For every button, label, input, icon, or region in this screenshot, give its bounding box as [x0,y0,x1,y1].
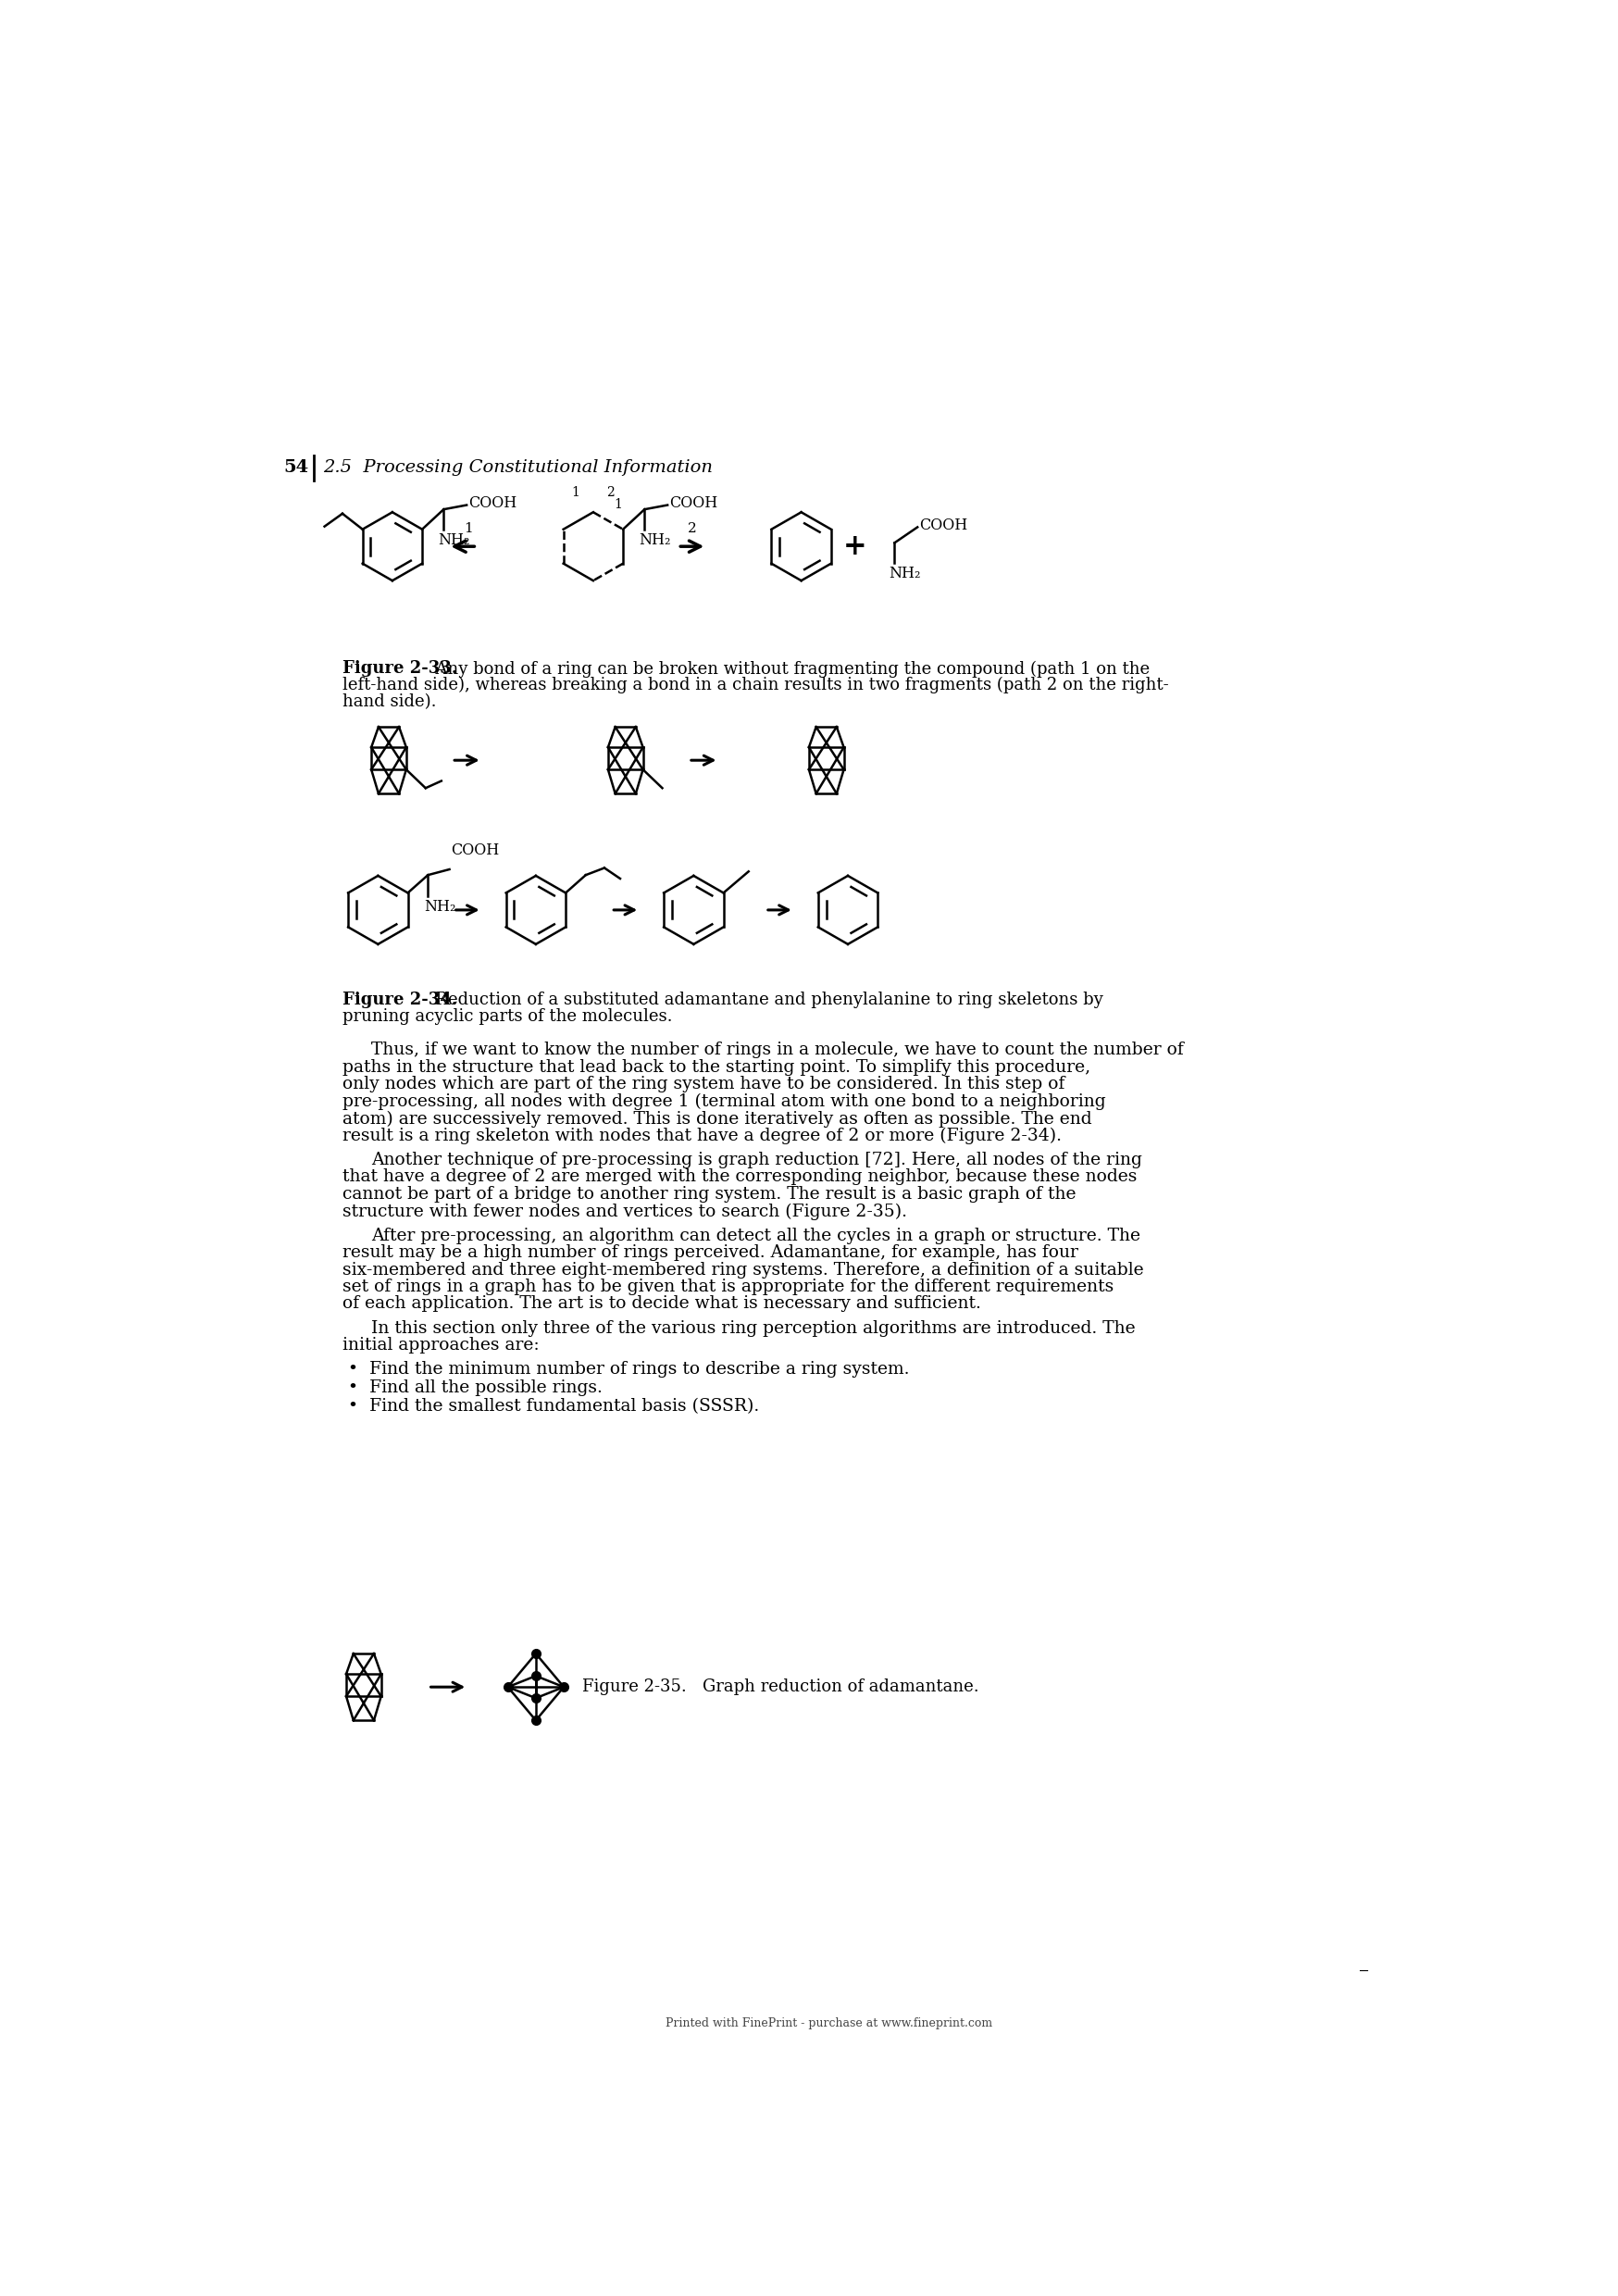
Text: NH₂: NH₂ [424,900,456,916]
Text: 2.5  Processing Constitutional Information: 2.5 Processing Constitutional Informatio… [322,459,712,475]
Text: 2: 2 [688,521,697,535]
Text: COOH: COOH [670,496,718,512]
Text: that have a degree of 2 are merged with the corresponding neighbor, because thes: that have a degree of 2 are merged with … [341,1169,1137,1185]
Text: Another technique of pre-processing is graph reduction [72]. Here, all nodes of : Another technique of pre-processing is g… [371,1153,1142,1169]
Text: •  Find the minimum number of rings to describe a ring system.: • Find the minimum number of rings to de… [348,1362,909,1378]
Text: set of rings in a graph has to be given that is appropriate for the different re: set of rings in a graph has to be given … [341,1279,1113,1295]
Text: •  Find the smallest fundamental basis (SSSR).: • Find the smallest fundamental basis (S… [348,1398,759,1414]
Text: cannot be part of a bridge to another ring system. The result is a basic graph o: cannot be part of a bridge to another ri… [341,1185,1076,1203]
Text: –: – [1359,1963,1369,1981]
Text: 2: 2 [607,487,615,498]
Text: +: + [843,533,867,560]
Text: only nodes which are part of the ring system have to be considered. In this step: only nodes which are part of the ring sy… [341,1077,1065,1093]
Text: pruning acyclic parts of the molecules.: pruning acyclic parts of the molecules. [341,1008,671,1024]
Text: In this section only three of the various ring perception algorithms are introdu: In this section only three of the variou… [371,1320,1136,1336]
Text: Printed with FinePrint - purchase at www.fineprint.com: Printed with FinePrint - purchase at www… [665,2018,993,2030]
Text: Any bond of a ring can be broken without fragmenting the compound (path 1 on the: Any bond of a ring can be broken without… [424,661,1149,677]
Text: Figure 2-35.   Graph reduction of adamantane.: Figure 2-35. Graph reduction of adamanta… [582,1678,979,1694]
Text: COOH: COOH [451,843,500,859]
Text: Thus, if we want to know the number of rings in a molecule, we have to count the: Thus, if we want to know the number of r… [371,1042,1183,1058]
Text: NH₂: NH₂ [438,533,469,549]
Text: 1: 1 [464,521,472,535]
Text: 54: 54 [283,459,309,475]
Text: COOH: COOH [919,519,968,533]
Text: COOH: COOH [469,496,518,512]
Text: result may be a high number of rings perceived. Adamantane, for example, has fou: result may be a high number of rings per… [341,1244,1078,1261]
Text: 1: 1 [571,487,579,498]
Text: Figure 2-34.: Figure 2-34. [341,992,456,1008]
Text: Figure 2-33.: Figure 2-33. [341,661,456,677]
Text: 1: 1 [613,498,621,510]
Text: result is a ring skeleton with nodes that have a degree of 2 or more (Figure 2-3: result is a ring skeleton with nodes tha… [341,1127,1061,1143]
Text: NH₂: NH₂ [888,565,921,581]
Text: paths in the structure that lead back to the starting point. To simplify this pr: paths in the structure that lead back to… [341,1058,1091,1075]
Text: initial approaches are:: initial approaches are: [341,1336,539,1355]
Text: six-membered and three eight-membered ring systems. Therefore, a definition of a: six-membered and three eight-membered ri… [341,1261,1144,1279]
Text: pre-processing, all nodes with degree 1 (terminal atom with one bond to a neighb: pre-processing, all nodes with degree 1 … [341,1093,1105,1109]
Text: Reduction of a substituted adamantane and phenylalanine to ring skeletons by: Reduction of a substituted adamantane an… [424,992,1103,1008]
Text: After pre-processing, an algorithm can detect all the cycles in a graph or struc: After pre-processing, an algorithm can d… [371,1226,1141,1244]
Text: •  Find all the possible rings.: • Find all the possible rings. [348,1380,602,1396]
Text: structure with fewer nodes and vertices to search (Figure 2-35).: structure with fewer nodes and vertices … [341,1203,906,1219]
Text: NH₂: NH₂ [639,533,671,549]
Text: left-hand side), whereas breaking a bond in a chain results in two fragments (pa: left-hand side), whereas breaking a bond… [341,677,1168,693]
Text: atom) are successively removed. This is done iteratively as often as possible. T: atom) are successively removed. This is … [341,1111,1092,1127]
Text: of each application. The art is to decide what is necessary and sufficient.: of each application. The art is to decid… [341,1295,981,1313]
Text: hand side).: hand side). [341,693,437,709]
